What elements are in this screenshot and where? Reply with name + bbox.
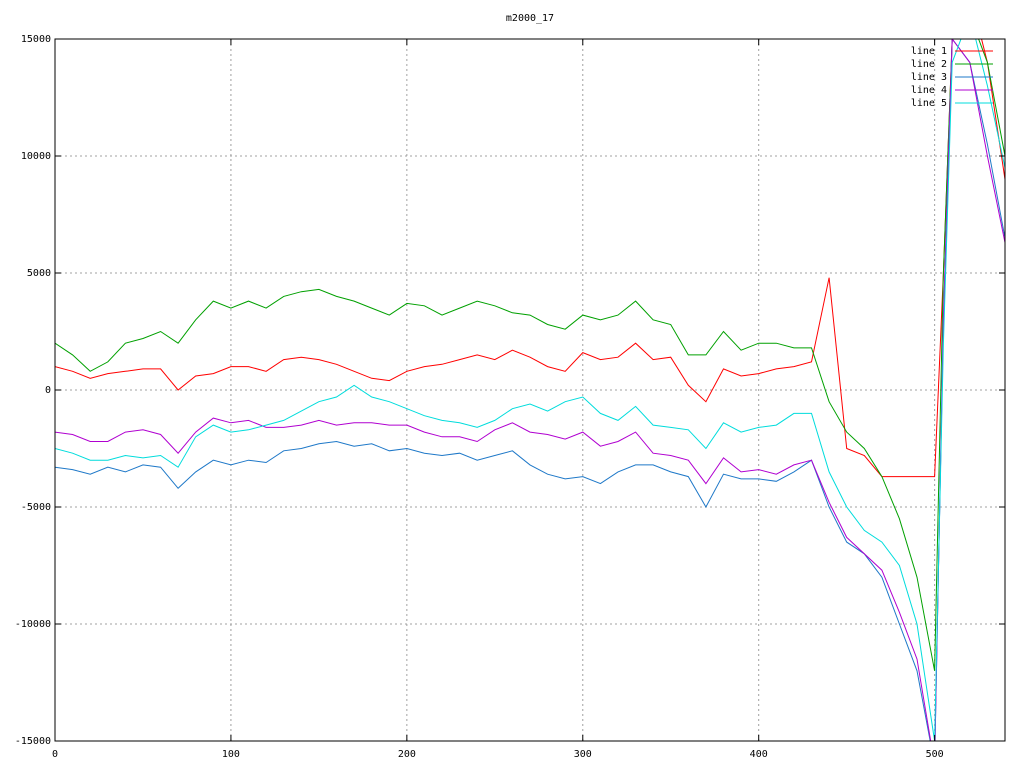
series-line [55,39,1005,671]
chart-title: m2000_17 [506,13,554,24]
series-line [55,39,1005,478]
legend: line 1 line 2 line 3 line 4 line 5 [911,46,993,109]
plot-area [55,39,1005,741]
y-tick-label: -5000 [21,502,51,513]
grid [54,38,1005,742]
legend-label: line 5 [911,98,947,109]
x-tick-label: 0 [52,749,58,760]
series-line [55,39,1005,741]
series-line [55,39,1005,741]
y-tick-label: -10000 [15,619,51,630]
x-tick-label: 200 [398,749,416,760]
y-tick-label: 10000 [21,151,51,162]
x-tick-label: 300 [574,749,592,760]
legend-label: line 4 [911,85,947,96]
legend-label: line 1 [911,46,947,57]
y-tick-label: 0 [45,385,51,396]
y-tick-label: 5000 [27,268,51,279]
y-tick-label: 15000 [21,34,51,45]
y-tick-label: -15000 [15,736,51,747]
series-line [55,39,1005,741]
legend-label: line 2 [911,59,947,70]
x-tick-label: 400 [750,749,768,760]
legend-label: line 3 [911,72,947,83]
x-tick-label: 100 [222,749,240,760]
x-tick-label: 500 [926,749,944,760]
